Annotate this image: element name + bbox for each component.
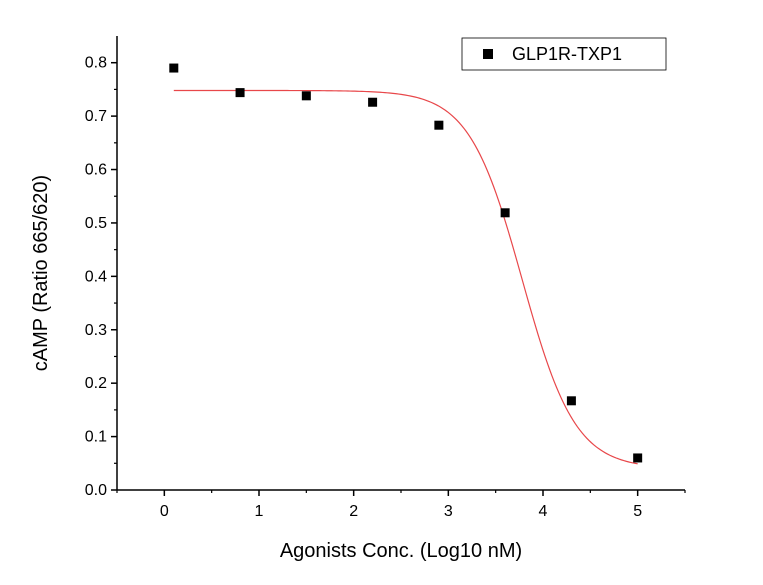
legend-label: GLP1R-TXP1 <box>512 44 622 64</box>
data-point <box>235 88 245 98</box>
y-tick-label: 0.6 <box>85 162 107 179</box>
fit-curve <box>173 89 638 465</box>
x-tick-label: 3 <box>444 503 453 520</box>
data-point <box>500 208 510 218</box>
y-axis-ticks: 0.0 0.1 0.2 0.3 0.4 0.5 0.6 0.7 0.8 <box>85 55 117 499</box>
x-tick-label: 2 <box>349 503 358 520</box>
data-point <box>566 396 576 406</box>
x-axis-ticks: 0 1 2 3 4 5 <box>116 490 686 520</box>
data-point <box>301 91 311 101</box>
legend: GLP1R-TXP1 <box>461 37 667 71</box>
data-points <box>169 63 643 463</box>
data-point <box>169 63 179 73</box>
x-tick-label: 5 <box>633 503 642 520</box>
y-tick-label: 0.2 <box>85 375 107 392</box>
legend-box <box>461 37 667 71</box>
x-tick-label: 1 <box>255 503 264 520</box>
x-tick-label: 4 <box>539 503 548 520</box>
y-tick-label: 0.8 <box>85 55 107 72</box>
y-axis-title: cAMP (Ratio 665/620) <box>30 175 52 371</box>
x-axis-title: Agonists Conc. (Log10 nM) <box>280 540 522 562</box>
y-tick-label: 0.5 <box>85 215 107 232</box>
data-point <box>434 120 444 130</box>
y-tick-label: 0.0 <box>85 482 107 499</box>
data-point <box>633 453 643 463</box>
data-point <box>368 97 378 107</box>
y-tick-label: 0.7 <box>85 108 107 125</box>
y-tick-label: 0.1 <box>85 429 107 446</box>
legend-marker <box>483 49 493 59</box>
x-tick-label: 0 <box>160 503 169 520</box>
y-tick-label: 0.3 <box>85 322 107 339</box>
y-tick-label: 0.4 <box>85 268 107 285</box>
